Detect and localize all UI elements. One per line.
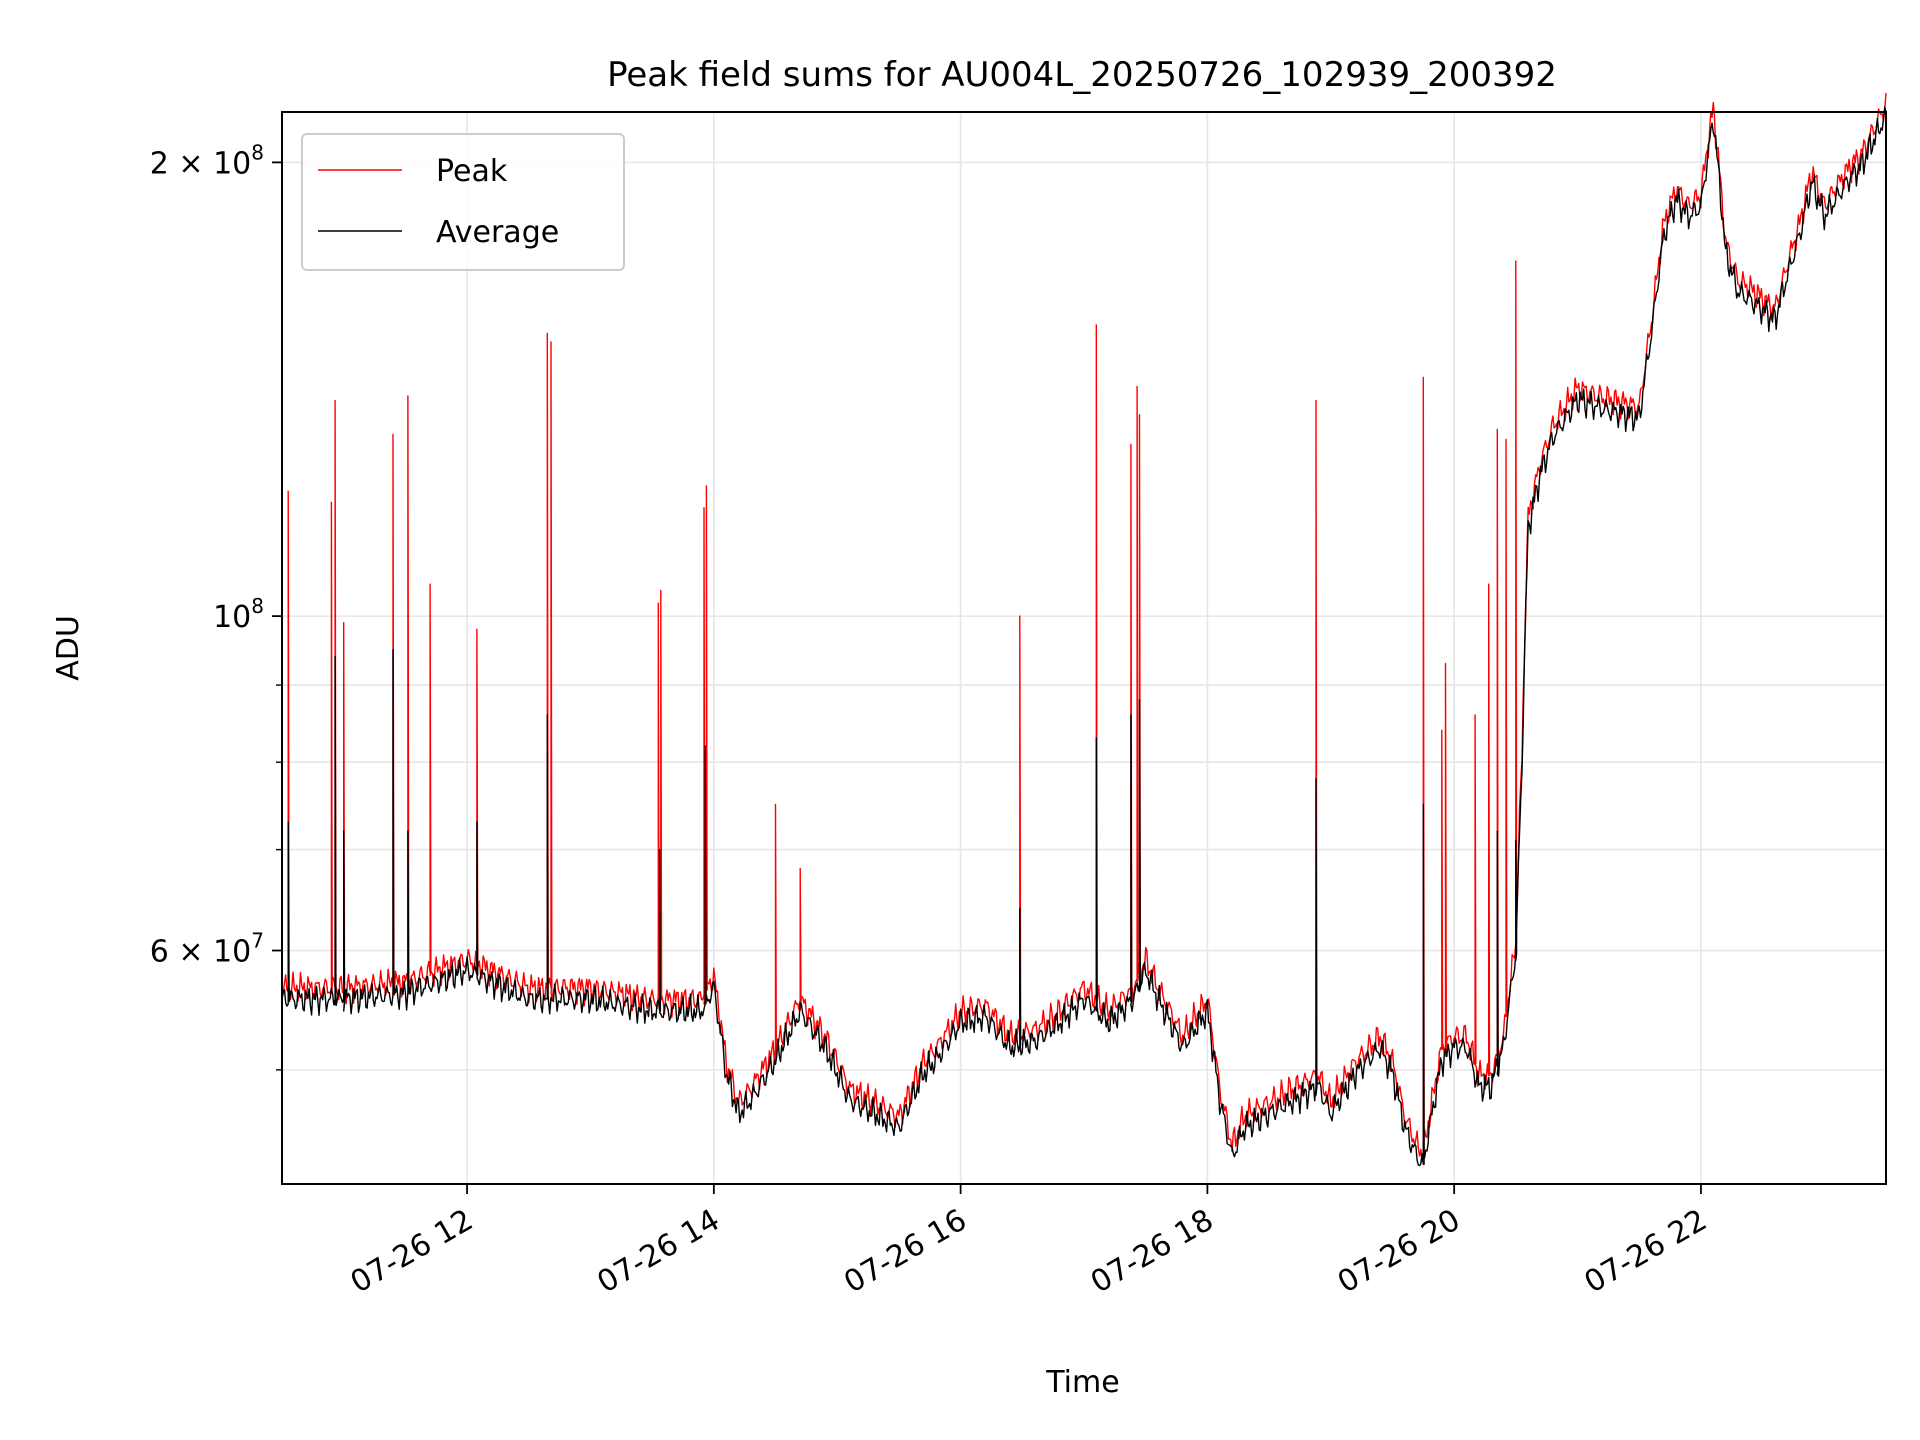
y-axis: 6 × 107 108 2 × 108 <box>150 140 282 1071</box>
legend-label-peak: Peak <box>436 154 508 189</box>
y-axis-label: ADU <box>51 615 86 681</box>
y-tick-label: 6 × 107 <box>150 929 264 970</box>
series-line-average <box>281 106 1887 1167</box>
y-tick-label: 108 <box>213 594 264 635</box>
y-tick-label: 2 × 108 <box>150 140 264 181</box>
series-line-peak <box>281 92 1887 1163</box>
legend: Peak Average <box>301 133 625 271</box>
plot-frame <box>281 111 1887 1185</box>
series-layer <box>281 92 1887 1167</box>
legend-box <box>301 133 625 271</box>
chart-title: Peak field sums for AU004L_20250726_1029… <box>607 55 1557 95</box>
x-axis-label: Time <box>1045 1365 1119 1400</box>
legend-label-average: Average <box>436 215 559 250</box>
